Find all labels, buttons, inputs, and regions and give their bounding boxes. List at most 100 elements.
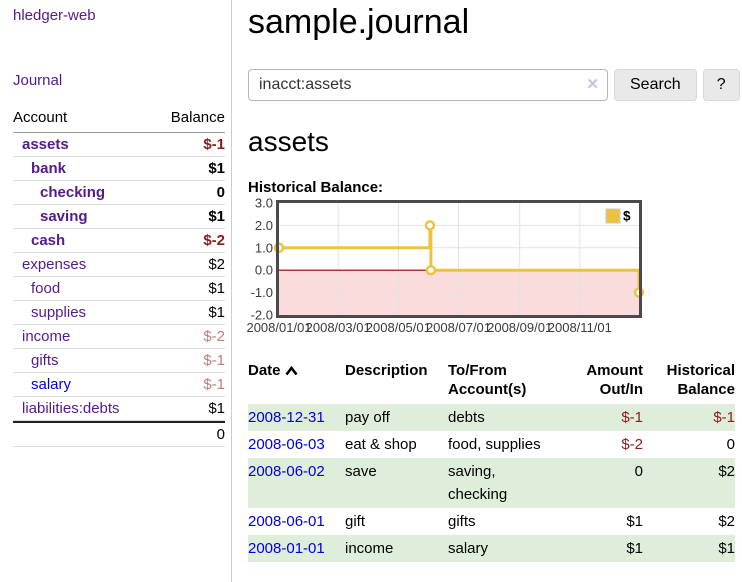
y-tick-label: 3.0 [255, 196, 273, 211]
account-balance: $2 [208, 256, 225, 273]
y-tick-label: 2.0 [255, 218, 273, 233]
transaction-balance: $1 [643, 535, 735, 562]
transaction-date-link[interactable]: 2008-06-03 [248, 436, 325, 453]
x-tick-label: 2008/01/01 [246, 320, 311, 335]
transaction-amount: $1 [552, 535, 643, 562]
balance-column-header: Balance [170, 109, 225, 126]
transaction-description: gift [345, 513, 366, 530]
transaction-date-link[interactable]: 2008-06-02 [248, 463, 325, 480]
account-heading: assets [248, 126, 329, 157]
y-tick-label: 1.0 [255, 240, 273, 255]
account-balance-table: Account Balance assets $-1 bank $1 checking 0… [13, 107, 225, 447]
data-point [425, 264, 437, 276]
column-header-description: Description [345, 362, 428, 379]
account-row: food $1 [13, 277, 225, 301]
account-balance: $-1 [203, 352, 225, 369]
y-tick-label: 0.0 [255, 263, 273, 278]
search-input[interactable] [248, 69, 608, 101]
sidebar-item-journal[interactable]: Journal [13, 72, 63, 89]
account-link-supplies[interactable]: supplies [31, 304, 87, 321]
transaction-date-cell: 2008-12-31 [248, 404, 345, 431]
transaction-row: 2008-06-01 gift gifts $1 $2 [248, 508, 735, 535]
account-row: bank $1 [13, 157, 225, 181]
account-link-saving[interactable]: saving [40, 208, 88, 225]
chart-canvas: $3.0 2.0 1.0 0.0 -1.0 -2.02008/01/012008/03/0… [246, 196, 645, 335]
account-link-cash[interactable]: cash [31, 232, 66, 249]
transaction-accounts: debts [448, 404, 552, 431]
account-tree: assets $-1 bank $1 checking 0 saving $1 cash $-2 e… [13, 133, 225, 421]
account-link-food[interactable]: food [31, 280, 61, 297]
x-tick-label: 2008/09/01 [487, 320, 552, 335]
search-form: ✕ Search ? [248, 69, 740, 101]
plot-border [276, 200, 642, 318]
account-column-header: Account [13, 109, 68, 126]
transaction-date-link[interactable]: 2008-12-31 [248, 409, 325, 426]
account-row: supplies $1 [13, 301, 225, 325]
account-link-income[interactable]: income [22, 328, 71, 345]
account-link-expenses[interactable]: expenses [22, 256, 87, 273]
transaction-date-link[interactable]: 2008-01-01 [248, 540, 325, 557]
sidebar: hledger-web Journal Account Balance asse… [0, 0, 232, 582]
account-link-checking[interactable]: checking [40, 184, 106, 201]
chart-legend: $ [605, 208, 631, 224]
account-link-gifts[interactable]: gifts [31, 352, 59, 369]
main-content: sample.journal ✕ Search ? assets Histori… [232, 0, 742, 582]
transaction-row: 2008-01-01 income salary $1 $1 [248, 535, 735, 562]
transaction-date-cell: 2008-06-01 [248, 508, 345, 535]
chart-title: Historical Balance: [248, 179, 384, 196]
transaction-amount: $-2 [621, 436, 643, 453]
legend-swatch [605, 208, 621, 224]
column-header-date: Date [248, 359, 345, 404]
x-tick-label: 2008/05/01 [366, 320, 431, 335]
transaction-date-cell: 2008-06-02 [248, 458, 345, 508]
transaction-amount: $1 [626, 513, 643, 530]
account-balance: $-2 [203, 328, 225, 345]
x-tick-label: 2008/07/01 [426, 320, 491, 335]
transaction-description: save [345, 458, 448, 508]
account-balance: $1 [208, 400, 225, 417]
clear-search-icon[interactable]: ✕ [586, 76, 599, 93]
transaction-accounts: saving, checking [448, 458, 552, 508]
historical-balance-chart: $3.0 2.0 1.0 0.0 -1.0 -2.0 2008/01/01 2008/03/0… [246, 196, 740, 337]
account-row: saving $1 [13, 205, 225, 229]
transaction-balance: $2 [718, 513, 735, 530]
account-balance: $-1 [203, 136, 225, 153]
search-button[interactable]: Search [614, 69, 697, 101]
account-balance: $-1 [203, 376, 225, 393]
transaction-balance: $2 [643, 458, 735, 508]
account-balance: $1 [208, 208, 225, 225]
column-header-historical-balance: Historical Balance [666, 362, 735, 398]
data-point [424, 220, 436, 231]
search-input-wrap: ✕ [248, 69, 608, 101]
account-link-liabilities-debts[interactable]: liabilities:debts [22, 400, 120, 417]
transaction-accounts: salary [448, 535, 552, 562]
app-title-link[interactable]: hledger-web [13, 7, 96, 24]
account-row: salary $-1 [13, 373, 225, 397]
account-link-assets[interactable]: assets [22, 136, 69, 153]
legend-label: $ [623, 209, 631, 224]
column-header-to-from-account-s-: To/From Account(s) [448, 362, 527, 398]
transaction-amount: 0 [552, 458, 643, 508]
account-row: checking 0 [13, 181, 225, 205]
transaction-description: pay off [345, 404, 448, 431]
account-table-header: Account Balance [13, 107, 225, 133]
transaction-date-cell: 2008-06-03 [248, 431, 345, 458]
x-tick-label: 2008/03/01 [306, 320, 371, 335]
transaction-row: 2008-06-03 eat & shop food, supplies $-2 0 [248, 431, 735, 458]
account-balance: $1 [208, 160, 225, 177]
account-row: cash $-2 [13, 229, 225, 253]
account-link-salary[interactable]: salary [31, 376, 72, 393]
transaction-date-link[interactable]: 2008-06-01 [248, 513, 325, 530]
y-tick-label: -2.0 [251, 308, 273, 323]
x-tick-label: 2008/11/01 [548, 320, 612, 335]
account-total-row: 0 [13, 421, 225, 447]
account-row: expenses $2 [13, 253, 225, 277]
account-row: assets $-1 [13, 133, 225, 157]
transaction-amount: $-1 [552, 404, 643, 431]
account-link-bank[interactable]: bank [31, 160, 67, 177]
help-button[interactable]: ? [702, 69, 740, 101]
register-header-row: Date Description To/From Account(s) Amount … [248, 359, 735, 404]
transaction-description: eat & shop [345, 436, 417, 453]
account-row: liabilities:debts $1 [13, 397, 225, 421]
